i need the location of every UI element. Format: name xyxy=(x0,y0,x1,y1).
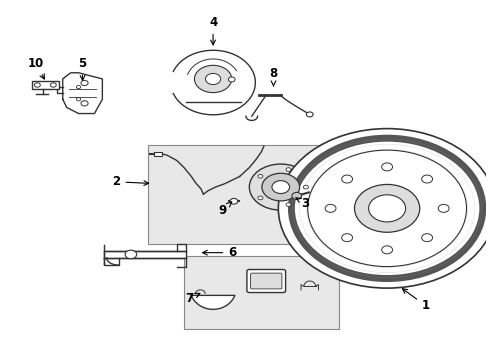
Bar xyxy=(147,145,338,244)
Polygon shape xyxy=(191,295,234,309)
Circle shape xyxy=(81,80,88,86)
Circle shape xyxy=(229,198,237,204)
Text: 10: 10 xyxy=(27,57,44,79)
Polygon shape xyxy=(62,73,102,113)
Circle shape xyxy=(307,150,466,266)
Circle shape xyxy=(381,163,392,171)
Circle shape xyxy=(278,129,488,288)
FancyBboxPatch shape xyxy=(246,270,285,293)
Circle shape xyxy=(34,83,40,87)
Circle shape xyxy=(228,77,235,82)
Circle shape xyxy=(76,98,81,101)
Text: 9: 9 xyxy=(218,202,231,217)
Circle shape xyxy=(306,112,312,117)
Text: 8: 8 xyxy=(269,67,277,86)
Circle shape xyxy=(262,173,299,201)
FancyBboxPatch shape xyxy=(250,273,282,289)
Circle shape xyxy=(303,185,308,189)
Text: 3: 3 xyxy=(295,197,308,210)
Circle shape xyxy=(257,196,263,200)
Circle shape xyxy=(271,181,289,194)
Circle shape xyxy=(354,184,419,232)
Circle shape xyxy=(205,73,220,85)
Circle shape xyxy=(421,234,432,242)
Text: 4: 4 xyxy=(208,16,217,45)
Circle shape xyxy=(285,203,290,207)
Circle shape xyxy=(194,65,231,93)
Circle shape xyxy=(249,164,311,210)
Circle shape xyxy=(50,83,56,87)
Circle shape xyxy=(125,250,137,259)
Circle shape xyxy=(325,204,335,212)
Text: 5: 5 xyxy=(78,57,86,80)
Text: 6: 6 xyxy=(202,246,236,259)
Circle shape xyxy=(437,204,448,212)
Circle shape xyxy=(81,101,88,106)
Circle shape xyxy=(421,175,432,183)
Bar xyxy=(153,152,162,156)
Circle shape xyxy=(368,195,405,222)
Circle shape xyxy=(257,174,263,178)
Polygon shape xyxy=(173,50,255,115)
Circle shape xyxy=(381,246,392,254)
Bar xyxy=(32,81,59,89)
Circle shape xyxy=(291,192,301,199)
Circle shape xyxy=(76,85,81,89)
Circle shape xyxy=(341,234,352,242)
Text: 2: 2 xyxy=(112,175,148,188)
Text: 1: 1 xyxy=(402,289,429,312)
Polygon shape xyxy=(104,251,186,258)
Text: 7: 7 xyxy=(184,292,200,305)
Bar xyxy=(183,256,338,329)
Circle shape xyxy=(341,175,352,183)
Circle shape xyxy=(285,168,290,171)
